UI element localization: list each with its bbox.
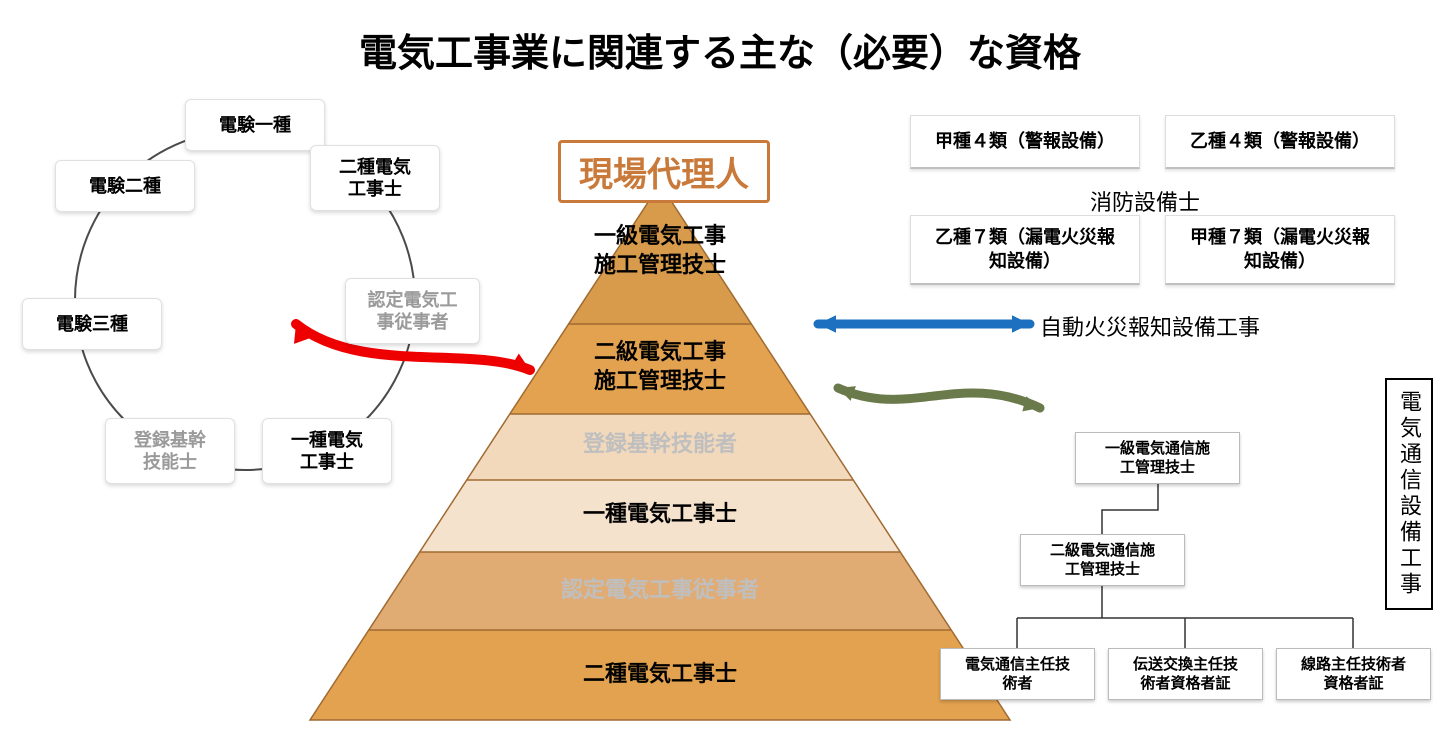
fire-card-2: 乙種７類（漏電火災報知設備） <box>910 215 1140 285</box>
pyramid-level-2: 登録基幹技能者 <box>500 430 820 459</box>
telecom-section-title: 電気通信設備工事 <box>1385 378 1433 610</box>
pyramid-level-3: 一種電気工事士 <box>500 500 820 529</box>
olive-arrow <box>838 388 1040 408</box>
fire-section-subtitle: 自動火災報知設備工事 <box>1040 310 1260 342</box>
pyramid-level-5: 二種電気工事士 <box>500 660 820 689</box>
telecom-node-tc3: 電気通信主任技術者 <box>940 648 1095 700</box>
pyramid-level-0: 一級電気工事施工管理技士 <box>500 222 820 279</box>
circle-node-denken2: 電験二種 <box>55 160 195 212</box>
fire-section-title: 消防設備士 <box>1090 185 1200 217</box>
circle-node-denken1: 電験一種 <box>185 99 325 151</box>
agent-box: 現場代理人 <box>558 140 770 203</box>
circle-node-nintei: 認定電気工事従事者 <box>345 278 480 344</box>
telecom-node-tc5: 線路主任技術者資格者証 <box>1276 648 1431 700</box>
circle-node-denken3: 電験三種 <box>22 298 162 350</box>
pyramid-level-4: 認定電気工事従事者 <box>500 576 820 605</box>
page-title: 電気工事業に関連する主な（必要）な資格 <box>0 22 1440 77</box>
circle-node-koji2: 二種電気工事士 <box>310 145 440 211</box>
circle-node-koji1: 一種電気工事士 <box>262 418 392 484</box>
fire-card-1: 乙種４類（警報設備） <box>1165 115 1395 169</box>
circle-node-kikan: 登録基幹技能士 <box>105 418 235 484</box>
pyramid-level-1: 二級電気工事施工管理技士 <box>500 338 820 395</box>
fire-card-0: 甲種４類（警報設備） <box>910 115 1140 169</box>
telecom-node-tc1: 一級電気通信施工管理技士 <box>1075 432 1240 484</box>
telecom-node-tc2: 二級電気通信施工管理技士 <box>1020 534 1185 586</box>
telecom-node-tc4: 伝送交換主任技術者資格者証 <box>1108 648 1263 700</box>
fire-card-3: 甲種７類（漏電火災報知設備） <box>1165 215 1395 285</box>
